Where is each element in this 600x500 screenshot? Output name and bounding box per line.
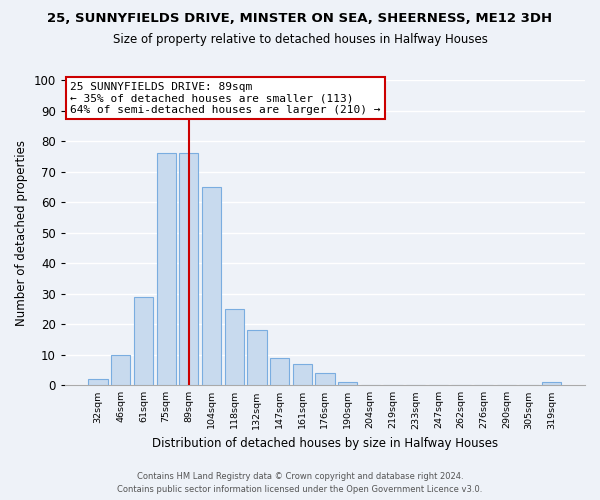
Bar <box>134 297 153 386</box>
Y-axis label: Number of detached properties: Number of detached properties <box>15 140 28 326</box>
Bar <box>111 355 130 386</box>
Bar <box>270 358 289 386</box>
Bar <box>315 373 335 386</box>
Bar <box>157 154 176 386</box>
Bar <box>542 382 562 386</box>
Text: 25, SUNNYFIELDS DRIVE, MINSTER ON SEA, SHEERNESS, ME12 3DH: 25, SUNNYFIELDS DRIVE, MINSTER ON SEA, S… <box>47 12 553 26</box>
Bar <box>247 330 266 386</box>
Bar <box>293 364 312 386</box>
Text: Contains HM Land Registry data © Crown copyright and database right 2024.
Contai: Contains HM Land Registry data © Crown c… <box>118 472 482 494</box>
Bar <box>338 382 357 386</box>
Bar <box>224 309 244 386</box>
X-axis label: Distribution of detached houses by size in Halfway Houses: Distribution of detached houses by size … <box>152 437 498 450</box>
Bar <box>88 379 108 386</box>
Bar <box>179 154 199 386</box>
Bar <box>202 187 221 386</box>
Text: 25 SUNNYFIELDS DRIVE: 89sqm
← 35% of detached houses are smaller (113)
64% of se: 25 SUNNYFIELDS DRIVE: 89sqm ← 35% of det… <box>70 82 380 114</box>
Text: Size of property relative to detached houses in Halfway Houses: Size of property relative to detached ho… <box>113 32 487 46</box>
